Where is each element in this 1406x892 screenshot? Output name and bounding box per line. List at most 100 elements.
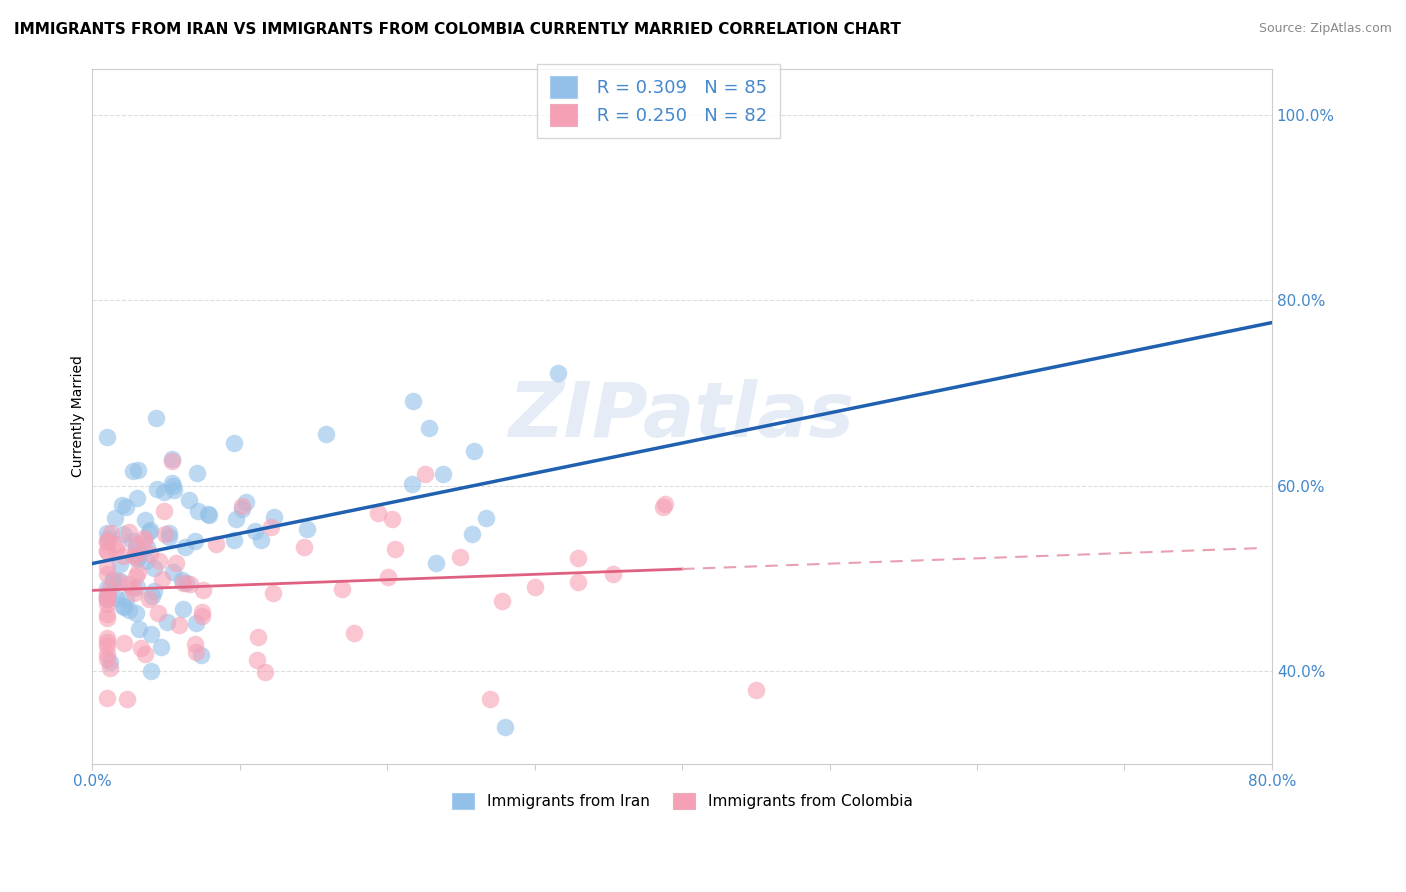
Point [155, 527, 177, 541]
Point [152, 484, 174, 499]
Text: Source: ZipAtlas.com: Source: ZipAtlas.com [1258, 22, 1392, 36]
Point [127, 580, 149, 594]
Point [186, 616, 208, 631]
Point [418, 421, 440, 435]
Point [157, 530, 180, 544]
Text: IMMIGRANTS FROM IRAN VS IMMIGRANTS FROM COLOMBIA CURRENTLY MARRIED CORRELATION C: IMMIGRANTS FROM IRAN VS IMMIGRANTS FROM … [14, 22, 901, 37]
Point [127, 550, 149, 565]
Point [224, 533, 246, 547]
Point [96, 559, 118, 574]
Point [263, 510, 285, 524]
Point [652, 500, 675, 514]
Point [190, 609, 212, 624]
Point [115, 591, 138, 606]
Point [262, 586, 284, 600]
Point [401, 394, 423, 409]
Text: ZIPatlas: ZIPatlas [509, 379, 855, 453]
Point [162, 479, 184, 493]
Point [197, 507, 219, 521]
Point [162, 565, 184, 579]
Point [292, 541, 315, 555]
Point [107, 574, 129, 589]
Point [179, 577, 201, 591]
Point [115, 500, 138, 514]
Point [654, 497, 676, 511]
Point [186, 467, 208, 481]
Point [96, 544, 118, 558]
Point [128, 622, 150, 636]
Point [122, 549, 145, 563]
Point [432, 467, 454, 481]
Point [132, 534, 155, 549]
Point [127, 491, 149, 505]
Point [163, 483, 186, 497]
Point [96, 591, 118, 606]
Point [101, 572, 124, 586]
Point [122, 582, 145, 596]
Point [118, 525, 141, 540]
Point [170, 573, 193, 587]
Point [247, 630, 270, 644]
Point [96, 581, 118, 595]
Point [377, 570, 399, 584]
Point [112, 636, 135, 650]
Point [235, 494, 257, 508]
Point [96, 647, 118, 661]
Point [167, 618, 190, 632]
Point [547, 367, 569, 381]
Point [125, 540, 148, 554]
Point [96, 544, 118, 558]
Point [184, 637, 207, 651]
Point [124, 549, 146, 563]
Point [108, 557, 131, 571]
Point [190, 648, 212, 663]
Point [172, 602, 194, 616]
Point [172, 576, 194, 591]
Point [524, 580, 547, 594]
Point [96, 611, 118, 625]
Point [160, 453, 183, 467]
Point [121, 464, 143, 478]
Point [191, 583, 214, 598]
Point [295, 522, 318, 536]
Point [190, 605, 212, 619]
Point [475, 510, 498, 524]
Point [122, 586, 145, 600]
Point [343, 626, 366, 640]
Point [602, 567, 624, 582]
Point [111, 599, 134, 613]
Point [141, 664, 163, 678]
Point [96, 526, 118, 541]
Point [401, 477, 423, 491]
Point [449, 549, 471, 564]
Point [134, 513, 156, 527]
Point [491, 593, 513, 607]
Point [567, 575, 589, 590]
Point [96, 592, 118, 607]
Point [152, 572, 174, 586]
Point [259, 520, 281, 534]
Point [246, 653, 269, 667]
Point [132, 531, 155, 545]
Point [184, 533, 207, 548]
Y-axis label: Currently Married: Currently Married [72, 355, 86, 477]
Point [98, 655, 121, 669]
Point [142, 561, 165, 575]
Point [225, 512, 247, 526]
Point [103, 574, 125, 588]
Point [231, 502, 253, 516]
Point [96, 430, 118, 444]
Point [222, 436, 245, 450]
Point [177, 492, 200, 507]
Point [129, 640, 152, 655]
Point [245, 524, 267, 539]
Point [367, 506, 389, 520]
Point [96, 533, 118, 548]
Point [186, 645, 208, 659]
Point [127, 566, 149, 580]
Point [165, 556, 187, 570]
Point [117, 691, 139, 706]
Point [104, 510, 127, 524]
Point [96, 632, 118, 646]
Point [174, 540, 197, 554]
